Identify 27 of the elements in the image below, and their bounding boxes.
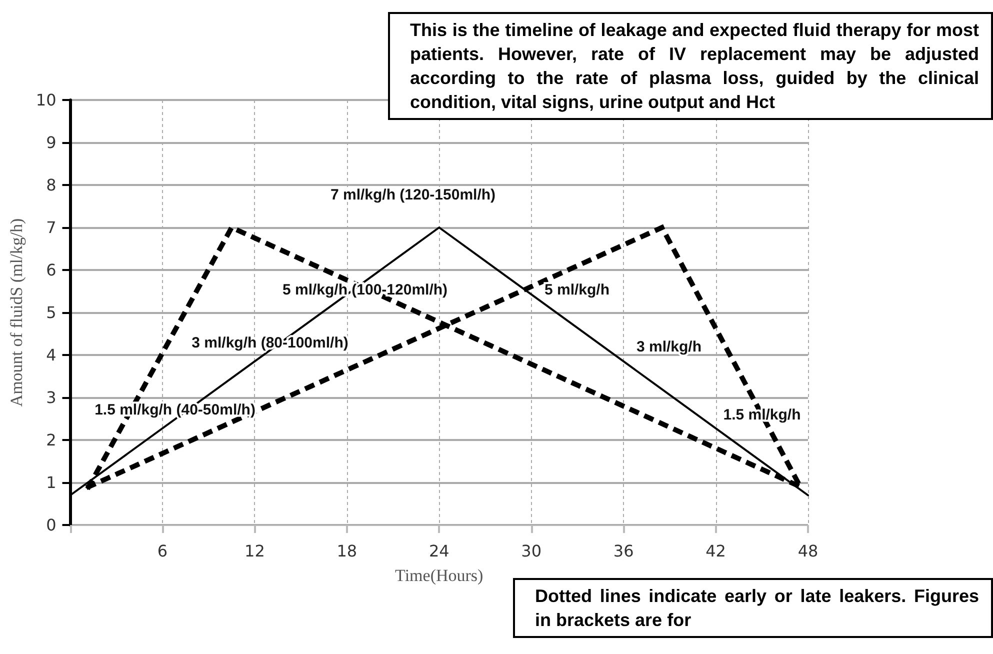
y-tick-label: 6 bbox=[46, 260, 56, 280]
y-tick-label: 0 bbox=[46, 516, 56, 534]
annotation: 1.5 ml/kg/h bbox=[723, 406, 801, 424]
y-tick-label: 4 bbox=[46, 346, 56, 364]
note-box: This is the timeline of leakage and expected fluid therapy for most patients. However, rate of IV replacement may be adjusted according to the rate of plasma loss, guided by the clinical condition, vital signs, urine output and Hct bbox=[388, 12, 993, 120]
annotation: 3 ml/kg/h bbox=[636, 338, 702, 356]
note-box: Dotted lines indicate early or late leakers. Figures in brackets are for bbox=[513, 578, 993, 638]
y-axis-title: Amount of fluidS (ml/kg/h) bbox=[7, 218, 26, 407]
y-tick-label: 8 bbox=[46, 176, 56, 194]
y-tick-label: 7 bbox=[46, 218, 56, 237]
y-tick-label: 5 bbox=[46, 303, 56, 322]
x-tick-label: 48 bbox=[798, 542, 818, 560]
x-tick-label: 30 bbox=[521, 542, 542, 560]
x-tick-label: 6 bbox=[157, 542, 168, 560]
x-tick-label: 42 bbox=[706, 542, 726, 560]
y-tick-label: 2 bbox=[46, 430, 56, 450]
y-tick-label: 3 bbox=[46, 388, 56, 407]
x-tick-label: 12 bbox=[244, 542, 265, 560]
x-tick-label: 18 bbox=[336, 542, 358, 560]
y-tick-label: 9 bbox=[46, 133, 56, 152]
x-tick-label: 24 bbox=[428, 542, 450, 560]
y-tick-label: 1 bbox=[46, 473, 56, 492]
annotation: 5 ml/kg/h bbox=[544, 282, 610, 298]
annotation: 7 ml/kg/h (120-150ml/h) bbox=[330, 186, 496, 204]
y-tick-label: 10 bbox=[36, 90, 56, 110]
x-tick-label: 36 bbox=[613, 542, 634, 560]
x-axis-title: Time(Hours) bbox=[395, 566, 484, 585]
